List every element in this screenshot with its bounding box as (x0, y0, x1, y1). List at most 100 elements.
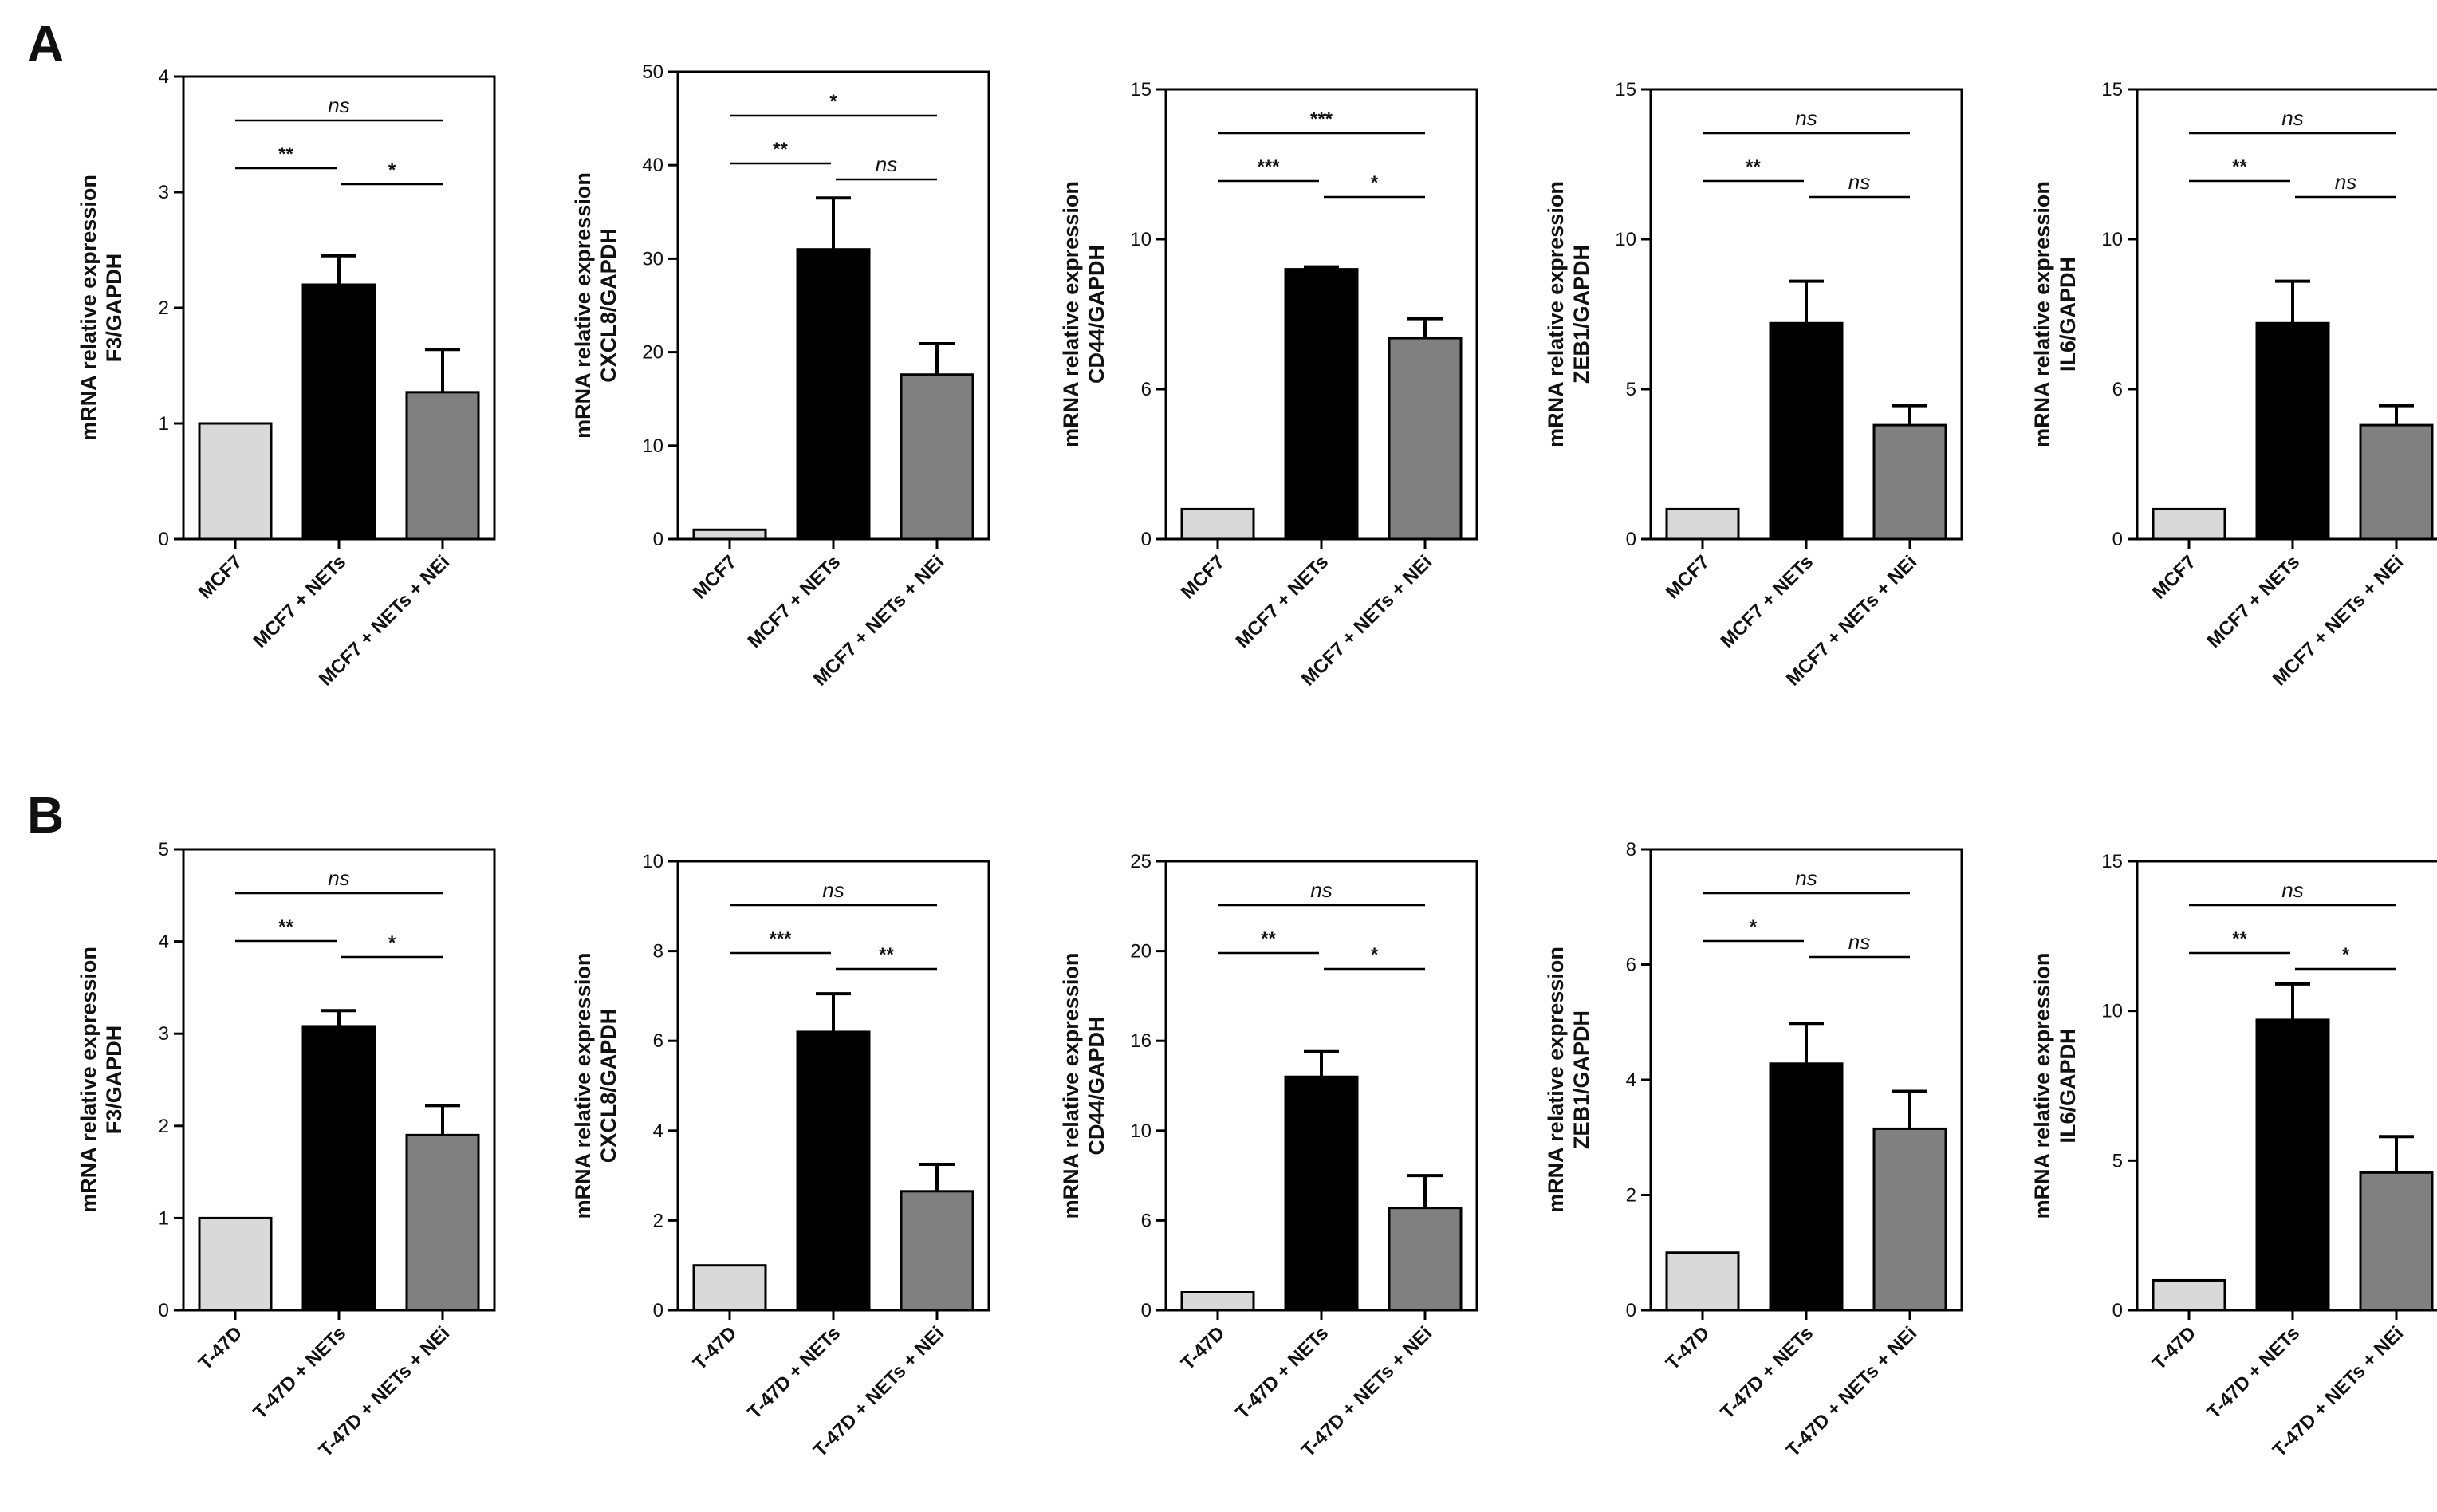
chart-a-5-y-tick-label: 10 (2101, 229, 2123, 250)
chart-a-3-category-label: MCF7 (1177, 551, 1229, 603)
chart-b-2-bar (796, 1030, 871, 1312)
chart-b-3-y-tick-label: 25 (1130, 851, 1152, 872)
chart-b-3-y-tick-label: 20 (1130, 941, 1152, 963)
chart-a-5-category-label: MCF7 (2148, 551, 2200, 603)
chart-b-2-y-tick-label: 4 (653, 1120, 663, 1142)
chart-b-1-category-label: T-47D + NETs (249, 1322, 350, 1423)
chart-b-2-significance-label: *** (769, 928, 792, 950)
chart-a-2-bar (900, 373, 974, 541)
chart-b-2-y-tick-label: 10 (642, 851, 663, 872)
chart-a-1-bar (405, 391, 480, 541)
chart-a-1-significance-label: * (388, 159, 396, 181)
chart-a-3-ylabel-line2: CD44/GAPDH (1085, 245, 1108, 384)
chart-b-1-y-tick-label: 2 (159, 1116, 169, 1137)
chart-a-5-y-tick-label: 15 (2101, 79, 2123, 100)
chart-a-2-ylabel-line2: CXCL8/GAPDH (596, 228, 620, 383)
chart-b-1-ylabel-line1: mRNA relative expression (77, 947, 100, 1213)
chart-b-3-ylabel-line1: mRNA relative expression (1059, 953, 1083, 1219)
chart-b-5-bar (2255, 1018, 2330, 1312)
chart-a-4-ylabel-line1: mRNA relative expression (1544, 181, 1568, 447)
chart-a-1-ylabel-line2: F3/GAPDH (102, 254, 126, 363)
chart-a-4-significance-label: ns (1795, 106, 1817, 130)
chart-a-2-y-tick-label: 30 (642, 248, 663, 270)
chart-a-4-y-tick-label: 5 (1626, 379, 1636, 400)
chart-a-3-significance-label: *** (1257, 156, 1280, 178)
chart-b-3-significance-label: * (1371, 944, 1379, 966)
chart-b-5-significance-label: ns (2281, 878, 2303, 902)
chart-a-2-y-tick-label: 50 (642, 61, 663, 83)
chart-b-1-y-tick-label: 5 (159, 839, 169, 860)
chart-a-3-category-label: MCF7 + NETs (1231, 551, 1333, 652)
chart-b-2-ylabel-line2: CXCL8/GAPDH (596, 1009, 620, 1164)
chart-b-4-bar (1872, 1127, 1947, 1312)
chart-a-4-bar (1665, 507, 1740, 541)
chart-b-4-category-label: T-47D + NETs (1716, 1322, 1817, 1423)
chart-b-1-y-tick-label: 3 (159, 1023, 169, 1045)
chart-b-2-ylabel-line1: mRNA relative expression (571, 953, 595, 1219)
chart-a-1-y-tick-label: 1 (159, 413, 169, 435)
chart-b-4-y-tick-label: 0 (1626, 1300, 1636, 1321)
chart-b-2-bar (900, 1190, 974, 1312)
chart-b-4-ylabel-line1: mRNA relative expression (1544, 947, 1568, 1213)
chart-a-4-significance-label: ** (1746, 156, 1761, 178)
chart-a-1-significance-label: ** (278, 144, 293, 165)
chart-b-5-bar (2359, 1171, 2434, 1312)
chart-a-4-bar (1872, 423, 1947, 541)
chart-a-2-category-label: MCF7 + NETs (743, 551, 844, 652)
chart-b-1-significance-label: ns (328, 866, 349, 890)
chart-b-5-y-tick-label: 15 (2101, 851, 2123, 872)
chart-a-2-y-tick-label: 40 (642, 155, 663, 176)
chart-b-5-significance-label: * (2342, 944, 2350, 966)
chart-b-5-y-tick-label: 10 (2101, 1001, 2123, 1022)
chart-b-3-significance-label: ** (1261, 928, 1276, 950)
chart-b-1-bar (198, 1216, 273, 1312)
chart-b-5-y-tick-label: 0 (2112, 1300, 2123, 1321)
chart-a-3-y-tick-label: 10 (1130, 229, 1152, 250)
chart-a-2-significance-label: ** (773, 139, 788, 160)
chart-b-3-y-tick-label: 10 (1130, 1120, 1152, 1142)
chart-b-4-y-tick-label: 8 (1626, 839, 1636, 860)
chart-a-5-ylabel-line1: mRNA relative expression (2030, 181, 2054, 447)
chart-b-5-ylabel-line1: mRNA relative expression (2030, 953, 2054, 1219)
chart-a-3-ylabel-line1: mRNA relative expression (1059, 181, 1083, 447)
chart-a-2-y-tick-label: 20 (642, 342, 663, 364)
chart-b-5-significance-label: ** (2232, 928, 2247, 950)
chart-b-2-y-tick-label: 8 (653, 941, 663, 963)
chart-b-1-y-tick-label: 0 (159, 1300, 169, 1321)
chart-b-2-y-tick-label: 6 (653, 1030, 663, 1052)
chart-a-4-category-label: MCF7 + NETs (1716, 551, 1817, 652)
chart-a-3-bar (1180, 507, 1255, 541)
chart-b-1-category-label: T-47D (195, 1322, 246, 1374)
chart-b-4-bar (1769, 1062, 1844, 1312)
chart-a-2-significance-label: ns (876, 152, 897, 176)
chart-b-4-y-tick-label: 2 (1626, 1185, 1636, 1207)
chart-a-5-significance-label: ** (2232, 156, 2247, 178)
chart-a-2-y-tick-label: 0 (653, 529, 663, 550)
chart-b-4-significance-label: * (1750, 916, 1758, 938)
chart-a-5-category-label: MCF7 + NETs (2203, 551, 2304, 652)
chart-b-5-category-label: T-47D (2148, 1322, 2200, 1374)
chart-a-4-y-tick-label: 0 (1626, 529, 1636, 550)
chart-b-4-significance-label: ns (1795, 866, 1817, 890)
chart-b-3-y-tick-label: 0 (1141, 1300, 1152, 1321)
chart-a-5-ylabel-line2: IL6/GAPDH (2056, 257, 2080, 372)
chart-b-5-ylabel-line2: IL6/GAPDH (2056, 1028, 2080, 1143)
chart-a-1-y-tick-label: 2 (159, 297, 169, 319)
panel-label-a: A (27, 15, 65, 73)
chart-b-5-bar (2152, 1278, 2226, 1312)
chart-a-2-bar (796, 248, 871, 541)
chart-b-4-y-tick-label: 4 (1626, 1069, 1636, 1091)
panel-label-b: B (27, 786, 65, 844)
chart-a-1-category-label: MCF7 (195, 551, 246, 603)
chart-a-4-category-label: MCF7 (1662, 551, 1714, 603)
chart-b-4-significance-label: ns (1848, 930, 1870, 954)
chart-b-3-category-label: T-47D (1177, 1322, 1229, 1374)
chart-b-3-bar (1388, 1207, 1463, 1312)
chart-b-2-bar (692, 1264, 767, 1312)
chart-b-5-category-label: T-47D + NETs (2203, 1322, 2304, 1423)
chart-b-4-bar (1665, 1251, 1740, 1312)
chart-a-4-bar (1769, 321, 1844, 541)
chart-a-2-bar (692, 528, 767, 541)
chart-a-4-ylabel-line2: ZEB1/GAPDH (1569, 245, 1593, 384)
